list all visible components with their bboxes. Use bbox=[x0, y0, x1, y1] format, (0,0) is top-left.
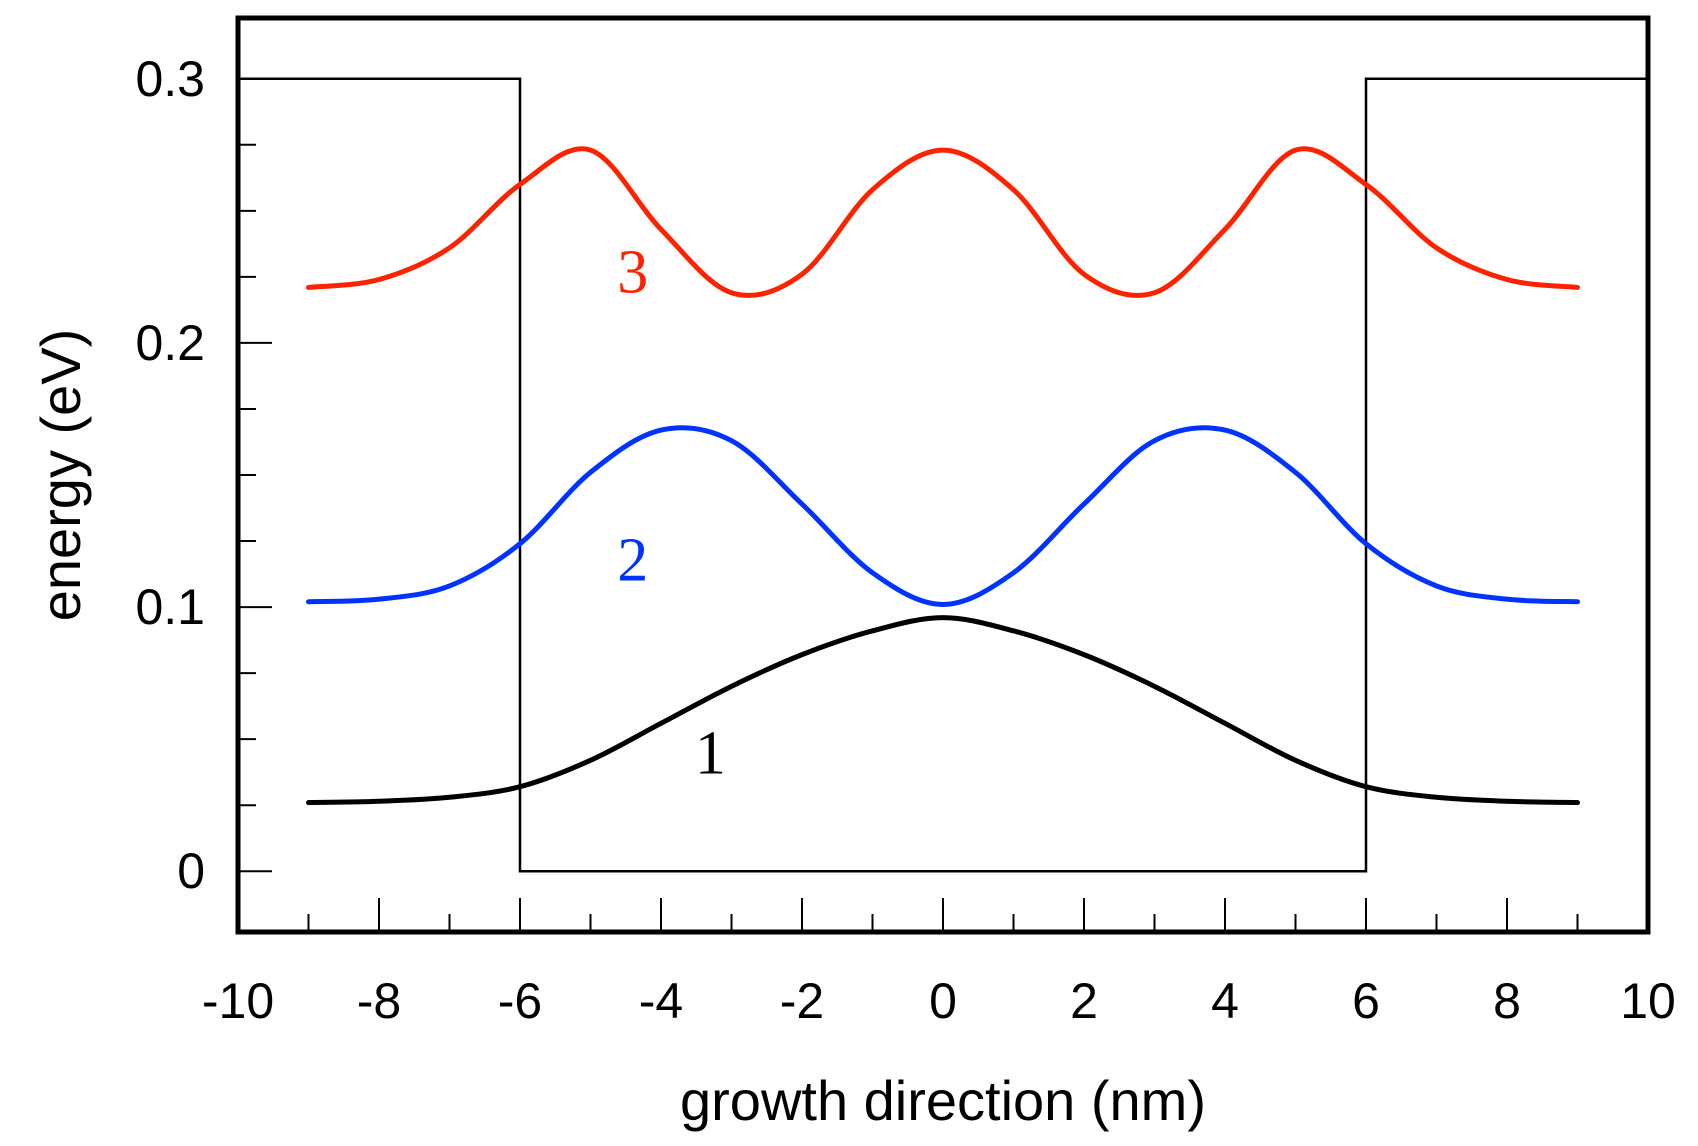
y-tick-label: 0.1 bbox=[135, 579, 205, 635]
y-tick-label: 0.2 bbox=[135, 315, 205, 371]
state-label-2: 2 bbox=[617, 527, 648, 595]
x-tick-label: -2 bbox=[780, 973, 824, 1029]
x-tick-label: 10 bbox=[1620, 973, 1676, 1029]
x-tick-label: 8 bbox=[1493, 973, 1521, 1029]
potential-layer bbox=[238, 77, 1648, 873]
state-label-3: 3 bbox=[617, 239, 648, 307]
potential-line bbox=[238, 77, 1648, 873]
y-tick-label: 0 bbox=[177, 843, 205, 899]
x-tick-label: 4 bbox=[1211, 973, 1239, 1029]
x-tick-label: 0 bbox=[929, 973, 957, 1029]
x-tick-label: 2 bbox=[1070, 973, 1098, 1029]
series-line-1 bbox=[306, 615, 1580, 806]
series-layer bbox=[306, 146, 1580, 806]
labels-layer: 1 2 3 bbox=[617, 239, 726, 788]
y-axis-title: energy (eV) bbox=[29, 329, 92, 622]
axis-ticks: -10 -8 -6 -4 -2 0 2 4 6 8 10 0 0.1 0.2 0.3 bbox=[135, 51, 1675, 1029]
series-line-2 bbox=[306, 425, 1580, 607]
x-tick-label: -8 bbox=[357, 973, 401, 1029]
x-axis-title: growth direction (nm) bbox=[680, 1069, 1206, 1132]
x-tick-label: -6 bbox=[498, 973, 542, 1029]
y-tick-label: 0.3 bbox=[135, 51, 205, 107]
plot-frame bbox=[235, 15, 1651, 935]
x-tick-label: -4 bbox=[639, 973, 683, 1029]
series-line-3 bbox=[306, 146, 1580, 298]
state-label-1: 1 bbox=[695, 720, 726, 788]
x-tick-label: -10 bbox=[202, 973, 274, 1029]
x-tick-label: 6 bbox=[1352, 973, 1380, 1029]
